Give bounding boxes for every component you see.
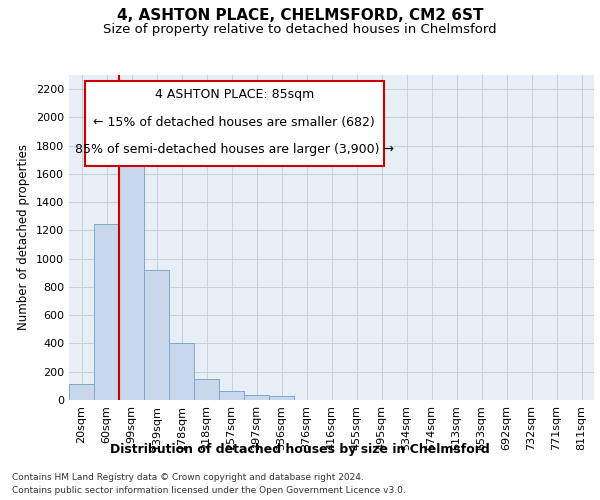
Bar [194, 379, 219, 400]
Bar [269, 396, 294, 400]
Text: 4, ASHTON PLACE, CHELMSFORD, CM2 6ST: 4, ASHTON PLACE, CHELMSFORD, CM2 6ST [117, 8, 483, 22]
Text: Distribution of detached houses by size in Chelmsford: Distribution of detached houses by size … [110, 442, 490, 456]
Text: Contains public sector information licensed under the Open Government Licence v3: Contains public sector information licen… [12, 486, 406, 495]
FancyBboxPatch shape [85, 82, 384, 166]
Text: ← 15% of detached houses are smaller (682): ← 15% of detached houses are smaller (68… [94, 116, 375, 128]
Text: 4 ASHTON PLACE: 85sqm: 4 ASHTON PLACE: 85sqm [155, 88, 314, 101]
Bar [94, 224, 119, 400]
Y-axis label: Number of detached properties: Number of detached properties [17, 144, 31, 330]
Bar [69, 384, 94, 400]
Bar [219, 391, 244, 400]
Bar [119, 160, 144, 400]
Bar [169, 344, 194, 400]
Text: Size of property relative to detached houses in Chelmsford: Size of property relative to detached ho… [103, 22, 497, 36]
Bar [244, 395, 269, 400]
Text: 85% of semi-detached houses are larger (3,900) →: 85% of semi-detached houses are larger (… [75, 143, 394, 156]
Text: Contains HM Land Registry data © Crown copyright and database right 2024.: Contains HM Land Registry data © Crown c… [12, 472, 364, 482]
Bar [144, 270, 169, 400]
